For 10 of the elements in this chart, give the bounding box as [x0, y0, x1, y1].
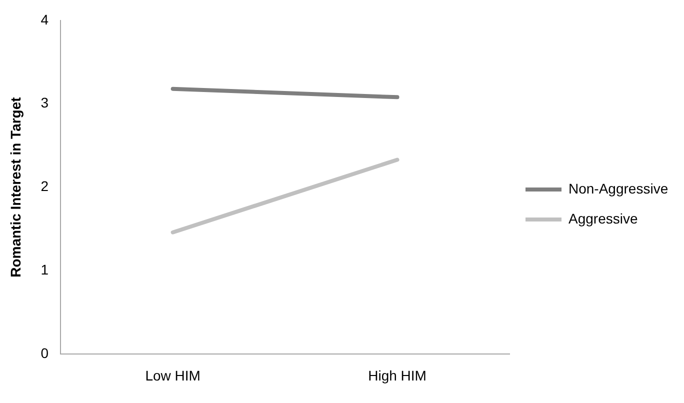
y-tick-label: 0 — [40, 345, 49, 362]
y-axis-title: Romantic Interest in Target — [7, 96, 24, 278]
x-tick-label: High HIM — [368, 367, 426, 384]
legend-label: Aggressive — [568, 210, 638, 226]
y-tick-label: 4 — [40, 11, 49, 28]
y-tick-label: 3 — [40, 94, 49, 111]
y-tick-label: 2 — [40, 178, 49, 194]
x-tick-label: Low HIM — [145, 367, 200, 384]
legend-label: Non-Aggressive — [568, 180, 668, 196]
y-tick-label: 1 — [40, 262, 49, 278]
